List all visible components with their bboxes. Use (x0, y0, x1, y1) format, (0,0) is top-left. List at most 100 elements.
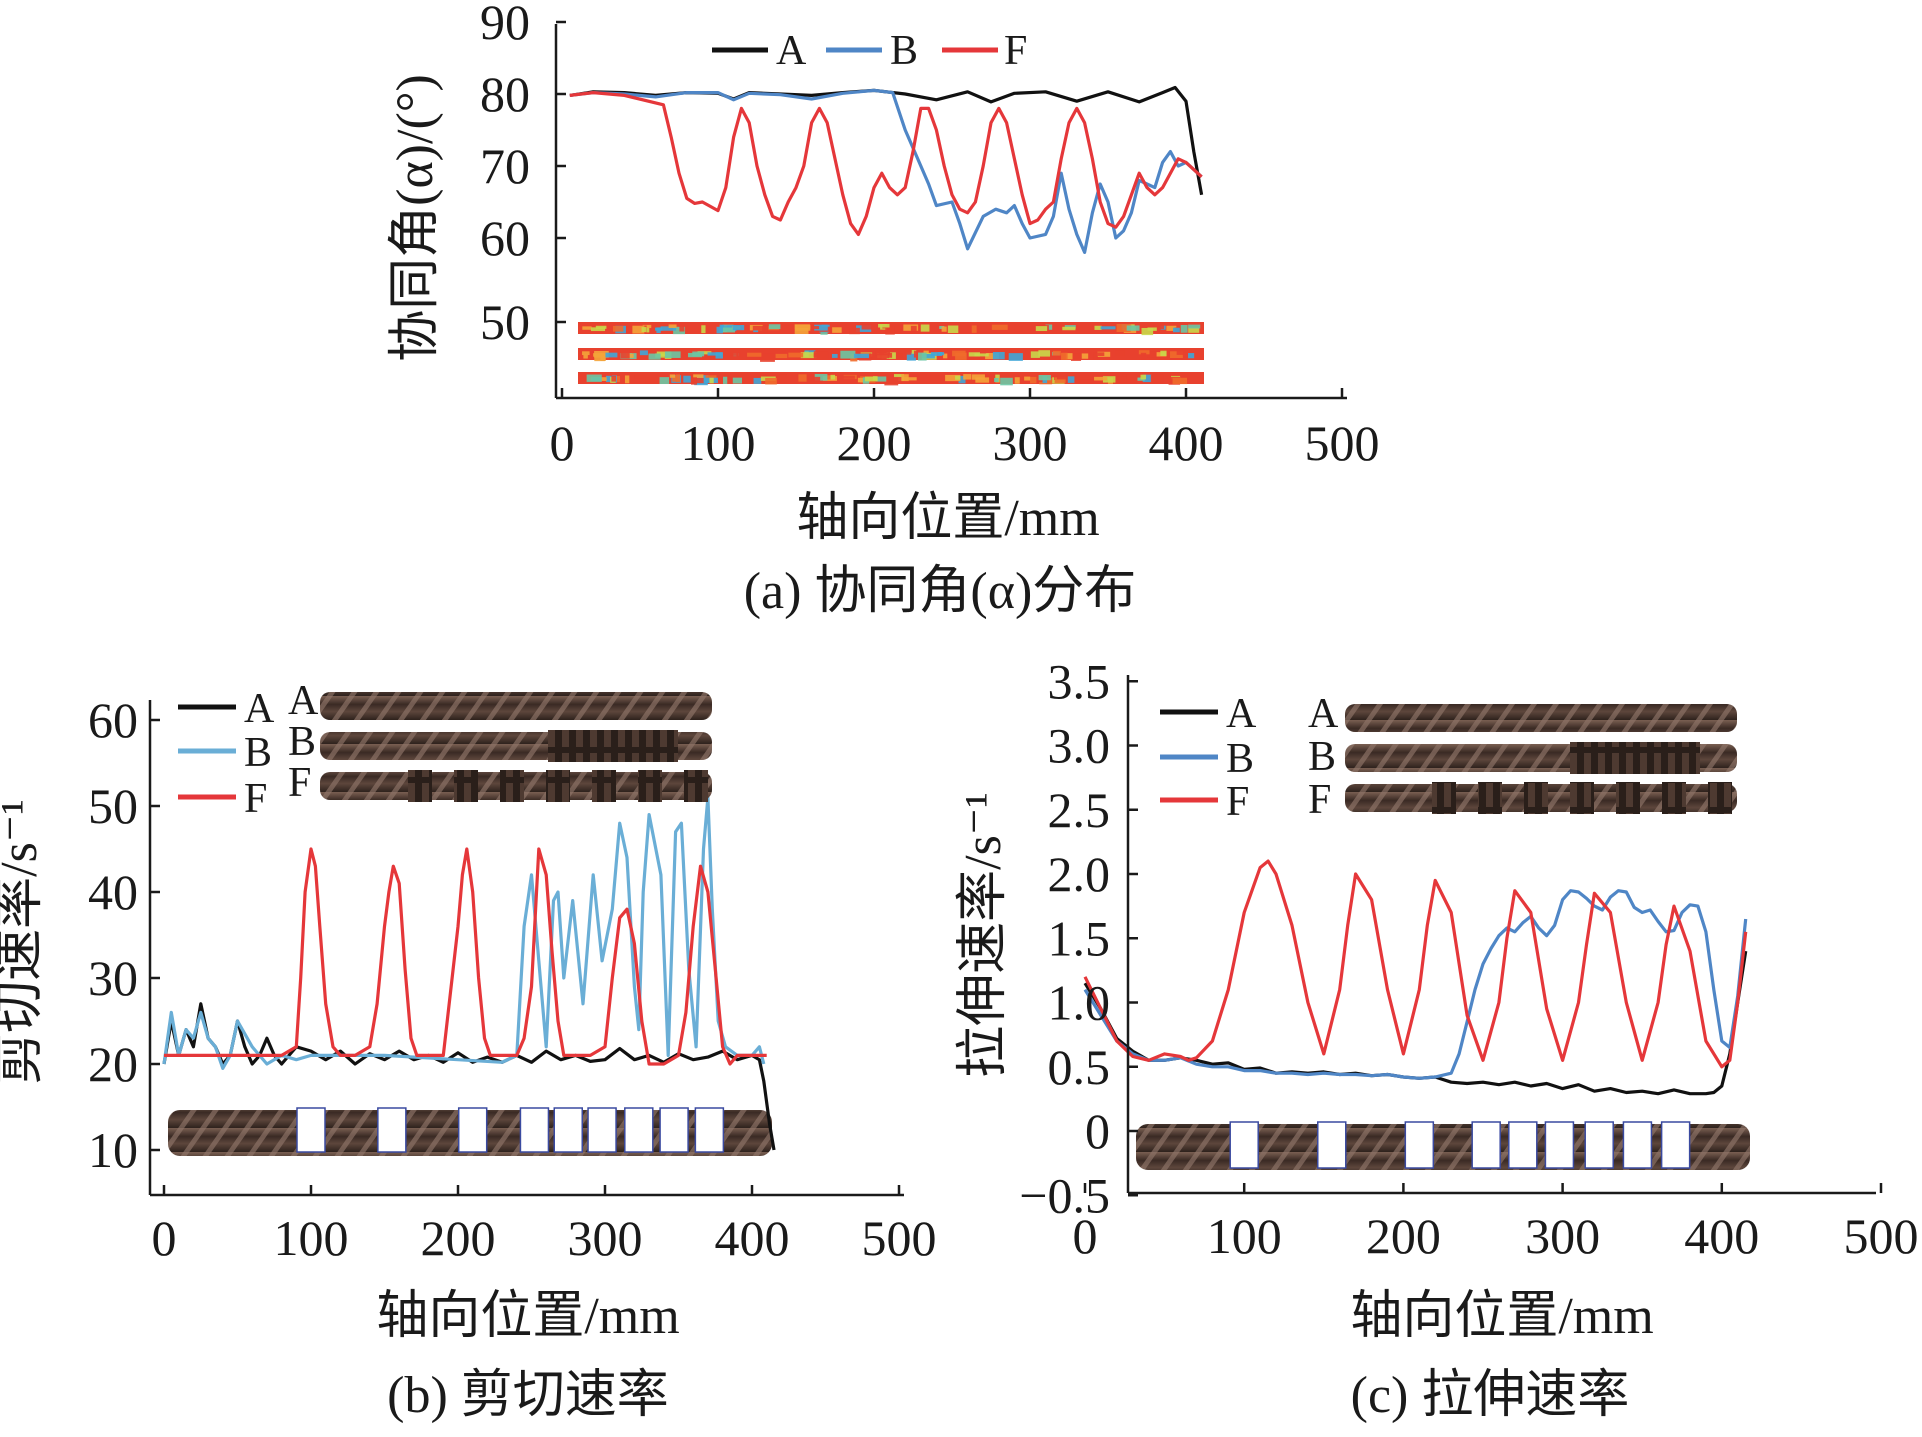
series-line-b (162, 795, 766, 1070)
strip-patch (1061, 352, 1068, 360)
panel-a-inset-contour-strips (578, 322, 1204, 386)
x-tick-label: 0 (1073, 1208, 1098, 1264)
strip-patch (624, 375, 630, 384)
strip-patch (590, 327, 606, 332)
strip-patch (839, 375, 855, 379)
strip-patch (1166, 325, 1177, 331)
strip-patch (645, 376, 660, 384)
strip-patch (1097, 352, 1105, 356)
y-tick-label: 50 (480, 294, 530, 350)
panel-a-y-label: 协同角(α)/(°) (387, 74, 444, 362)
strip-patch (675, 374, 681, 383)
strip-patch (869, 353, 882, 360)
panel-a-plot (569, 85, 1204, 254)
strip-patch (1078, 375, 1092, 380)
y-tick-label: −0.5 (1019, 1167, 1110, 1223)
strip-patch (693, 377, 705, 384)
strip-patch (760, 353, 775, 362)
strip-patch (875, 350, 891, 356)
strip-patch (753, 377, 762, 384)
strip-patch (1117, 376, 1127, 383)
strip-patch (688, 352, 703, 358)
y-tick-label: 3.5 (1048, 653, 1111, 709)
kneading-segment (546, 770, 570, 802)
strip-patch (971, 325, 977, 333)
strip-patch (641, 327, 647, 333)
y-tick-label: 80 (480, 66, 530, 122)
panel-a: 0 100 200 300 400 500 50 60 70 80 90 A B F 轴向位置/mm… (387, 0, 1380, 620)
strip-patch (788, 352, 804, 358)
strip-patch (994, 377, 999, 382)
strip-patch (729, 352, 739, 356)
kneading-segment (638, 770, 662, 802)
strip-patch (691, 377, 698, 385)
kneading-block (519, 1107, 550, 1153)
strip-patch (930, 374, 947, 383)
strip-patch (853, 353, 869, 359)
strip-patch (775, 353, 788, 359)
strip-patch (632, 325, 645, 334)
strip-patch (686, 327, 703, 332)
strip-patch (968, 352, 980, 357)
panel-b-screw-blocks (296, 1107, 725, 1153)
panel-b-legend: A B F (178, 686, 275, 822)
kneading-block (1229, 1121, 1259, 1169)
strip-patch (1030, 376, 1037, 384)
strip-patch (719, 327, 736, 333)
kneading-segment (1478, 782, 1502, 814)
strip-patch (752, 325, 766, 331)
strip-patch (1150, 374, 1164, 383)
strip-patch (974, 353, 989, 357)
strip-patch (875, 376, 887, 382)
y-tick-label: 60 (480, 210, 530, 266)
x-tick-label: 200 (421, 1210, 496, 1266)
strip-patch (1126, 374, 1132, 380)
strip-patch (1094, 376, 1108, 381)
strip-patch (605, 352, 618, 358)
y-tick-label: 50 (88, 778, 138, 834)
panel-c-y-label: 拉伸速率/s⁻¹ (955, 792, 1012, 1078)
strip-patch (1140, 352, 1147, 360)
legend-label-f: F (244, 776, 267, 822)
strip-patch (1180, 324, 1188, 333)
strip-patch (1142, 374, 1152, 383)
strip-patch (1038, 374, 1051, 381)
strip-patch (668, 324, 677, 328)
strip-patch (660, 326, 677, 331)
y-tick-label: 10 (88, 1122, 138, 1178)
strip-patch (1141, 327, 1154, 336)
kneading-block (1660, 1121, 1691, 1169)
screw-config-label-b: B (1308, 734, 1336, 780)
legend-label-a: A (776, 28, 807, 74)
strip-patch (673, 326, 686, 335)
strip-patch (656, 327, 661, 334)
strip-patch (813, 351, 829, 359)
strip-patch (723, 376, 728, 384)
strip-patch (1038, 350, 1051, 357)
strip-patch (885, 326, 895, 335)
screw-config-b-kneading (548, 730, 678, 762)
x-tick-label: 300 (1525, 1208, 1600, 1264)
y-tick-label: 20 (88, 1036, 138, 1092)
panel-b-x-label: 轴向位置/mm (376, 1288, 679, 1345)
strip-patch (1138, 350, 1150, 355)
strip-patch (645, 325, 650, 333)
strip-patch (903, 324, 919, 331)
strip-patch (1018, 375, 1026, 380)
strip-patch (1067, 376, 1075, 383)
panel-c-screw-schematic (1136, 1121, 1750, 1170)
panel-c-x-label: 轴向位置/mm (1350, 1288, 1653, 1345)
panel-a-ticks: 0 100 200 300 400 500 50 60 70 80 90 (480, 0, 1380, 471)
strip-patch (918, 352, 927, 361)
panel-b-ticks: 0 100 200 300 400 500 10 20 30 40 50 60 (88, 692, 937, 1266)
strip-patch (1158, 325, 1164, 330)
strip-patch (963, 374, 972, 380)
strip-patch (1057, 374, 1067, 380)
kneading-block (457, 1107, 488, 1153)
strip-patch (594, 351, 609, 358)
strip-patch (975, 377, 990, 383)
screw-config-label-a: A (1308, 691, 1339, 737)
kneading-block (659, 1107, 689, 1153)
strip-patch (648, 353, 661, 360)
strip-patch (813, 376, 821, 382)
